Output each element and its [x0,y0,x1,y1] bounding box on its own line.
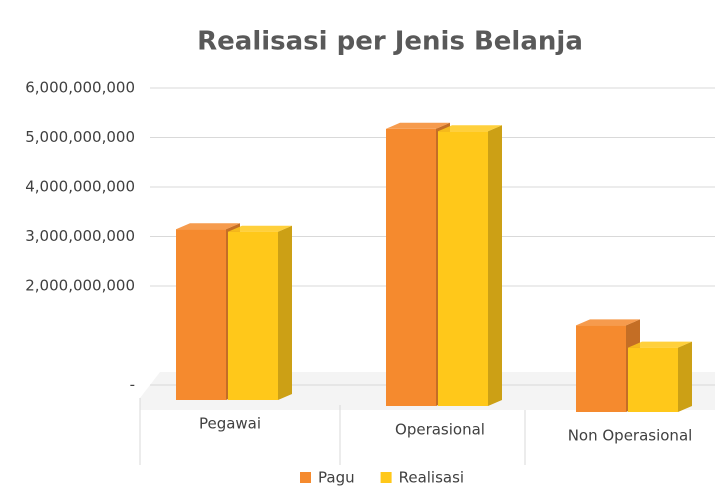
bar [176,229,226,400]
y-tick-label: 4,000,000,000 [25,178,135,196]
x-tick-label: Non Operasional [568,427,693,445]
bar [228,231,278,400]
chart-title: Realisasi per Jenis Belanja [197,27,583,57]
bar-side [278,225,292,400]
bar-side [678,341,692,412]
y-tick-label: 3,000,000,000 [25,227,135,245]
bar-top [386,122,450,129]
legend-swatch [300,472,311,483]
bar [576,325,626,412]
legend-label: Pagu [318,469,355,487]
bar [628,347,678,412]
bar-top [228,225,292,232]
y-tick-label: - [130,376,135,394]
y-tick-label: 5,000,000,000 [25,128,135,146]
bar [438,131,488,406]
bar-top [176,223,240,230]
legend-label: Realisasi [399,469,465,487]
bar-side [488,125,502,407]
y-tick-label: 6,000,000,000 [25,79,135,97]
x-tick-label: Pegawai [199,415,261,433]
bar [386,128,436,407]
x-tick-label: Operasional [395,421,485,439]
bar-top [628,341,692,348]
bar-top [576,319,640,326]
y-tick-label: 2,000,000,000 [25,277,135,295]
legend-swatch [380,472,392,483]
bar-top [438,125,502,132]
